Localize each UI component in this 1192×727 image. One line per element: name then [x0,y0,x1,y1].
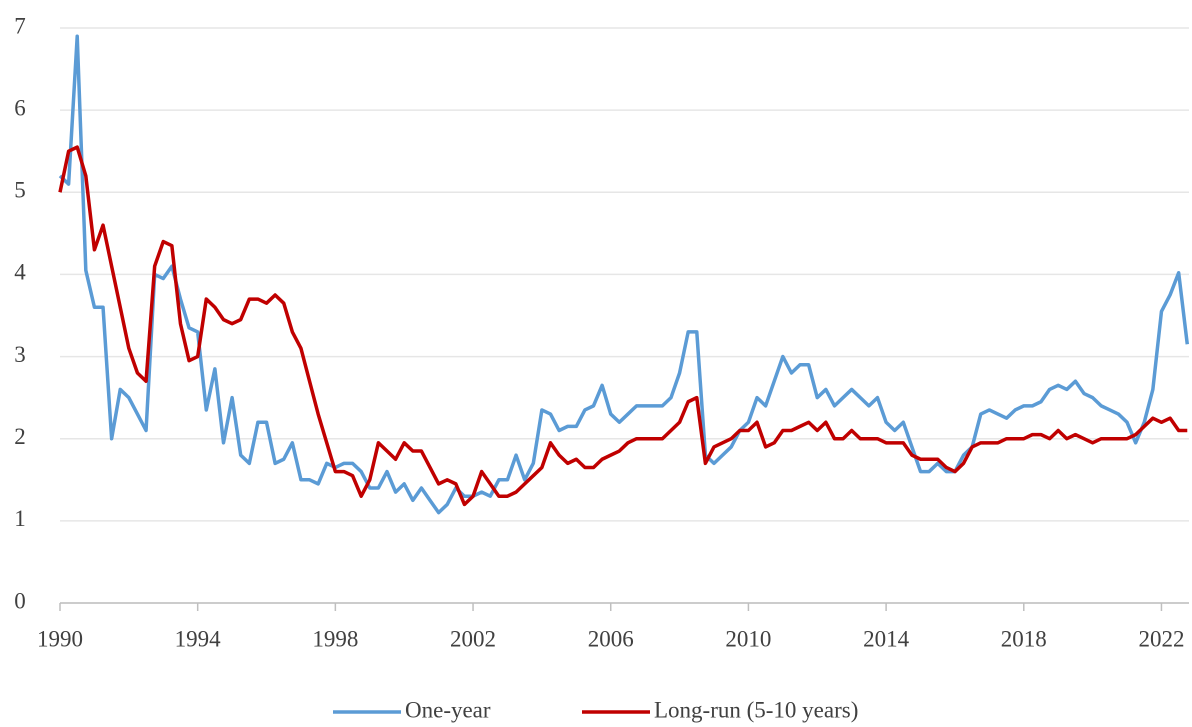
y-tick-label: 6 [14,95,26,120]
x-tick-label: 2014 [863,626,910,651]
x-tick-label: 2018 [1001,626,1047,651]
legend-label: One-year [405,697,491,722]
y-tick-label: 3 [14,342,26,367]
y-tick-label: 7 [14,13,26,38]
y-tick-label: 5 [14,178,26,203]
x-tick-label: 2010 [725,626,771,651]
series-line [58,34,1190,515]
y-tick-label: 2 [14,424,26,449]
x-tick-label: 2022 [1138,626,1184,651]
x-tick-label: 1998 [312,626,358,651]
y-tick-label: 0 [14,588,26,613]
series-line [58,145,1188,507]
y-tick-label: 1 [14,506,26,531]
y-tick-label: 4 [14,260,26,285]
legend-label: Long-run (5-10 years) [654,697,858,722]
x-tick-label: 2002 [450,626,496,651]
x-tick-label: 1990 [37,626,83,651]
x-tick-label: 1994 [175,626,222,651]
x-tick-label: 2006 [588,626,634,651]
